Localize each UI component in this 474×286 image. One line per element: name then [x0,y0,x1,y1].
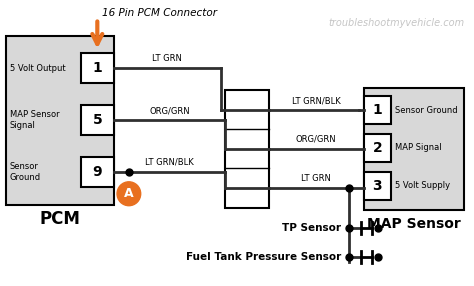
Bar [364,134,391,162]
Text: LT GRN/BLK: LT GRN/BLK [292,96,341,105]
Text: 9: 9 [92,165,102,179]
Text: Fuel Tank Pressure Sensor: Fuel Tank Pressure Sensor [186,253,341,263]
Text: MAP Signal: MAP Signal [395,144,442,152]
Text: 5 Volt Output: 5 Volt Output [9,64,65,73]
Text: 5: 5 [92,113,102,127]
Text: Sensor
Ground: Sensor Ground [9,162,41,182]
Text: A: A [124,187,134,200]
Text: 2: 2 [373,141,382,155]
Circle shape [117,182,141,206]
Bar [81,53,114,83]
Text: TP Sensor: TP Sensor [282,223,341,233]
Text: LT GRN: LT GRN [301,174,331,183]
Bar [364,96,391,124]
Text: MAP Sensor: MAP Sensor [367,217,461,231]
Text: LT GRN: LT GRN [152,54,182,63]
Bar [6,35,114,205]
Text: 5 Volt Supply: 5 Volt Supply [395,181,450,190]
Text: ORG/GRN: ORG/GRN [149,106,190,115]
Bar [364,172,391,200]
Bar [226,90,269,208]
Bar [81,105,114,135]
Bar [81,157,114,187]
Text: 1: 1 [92,61,102,76]
Text: 1: 1 [373,103,382,117]
Text: Sensor Ground: Sensor Ground [395,106,458,115]
Text: 16 Pin PCM Connector: 16 Pin PCM Connector [102,8,217,18]
Text: LT GRN/BLK: LT GRN/BLK [146,158,194,167]
Text: PCM: PCM [39,210,80,228]
Bar [364,88,464,210]
Text: 3: 3 [373,179,382,193]
Text: troubleshootmyvehicle.com: troubleshootmyvehicle.com [328,17,464,27]
Text: ORG/GRN: ORG/GRN [296,135,337,144]
Text: MAP Sensor
Signal: MAP Sensor Signal [9,110,59,130]
